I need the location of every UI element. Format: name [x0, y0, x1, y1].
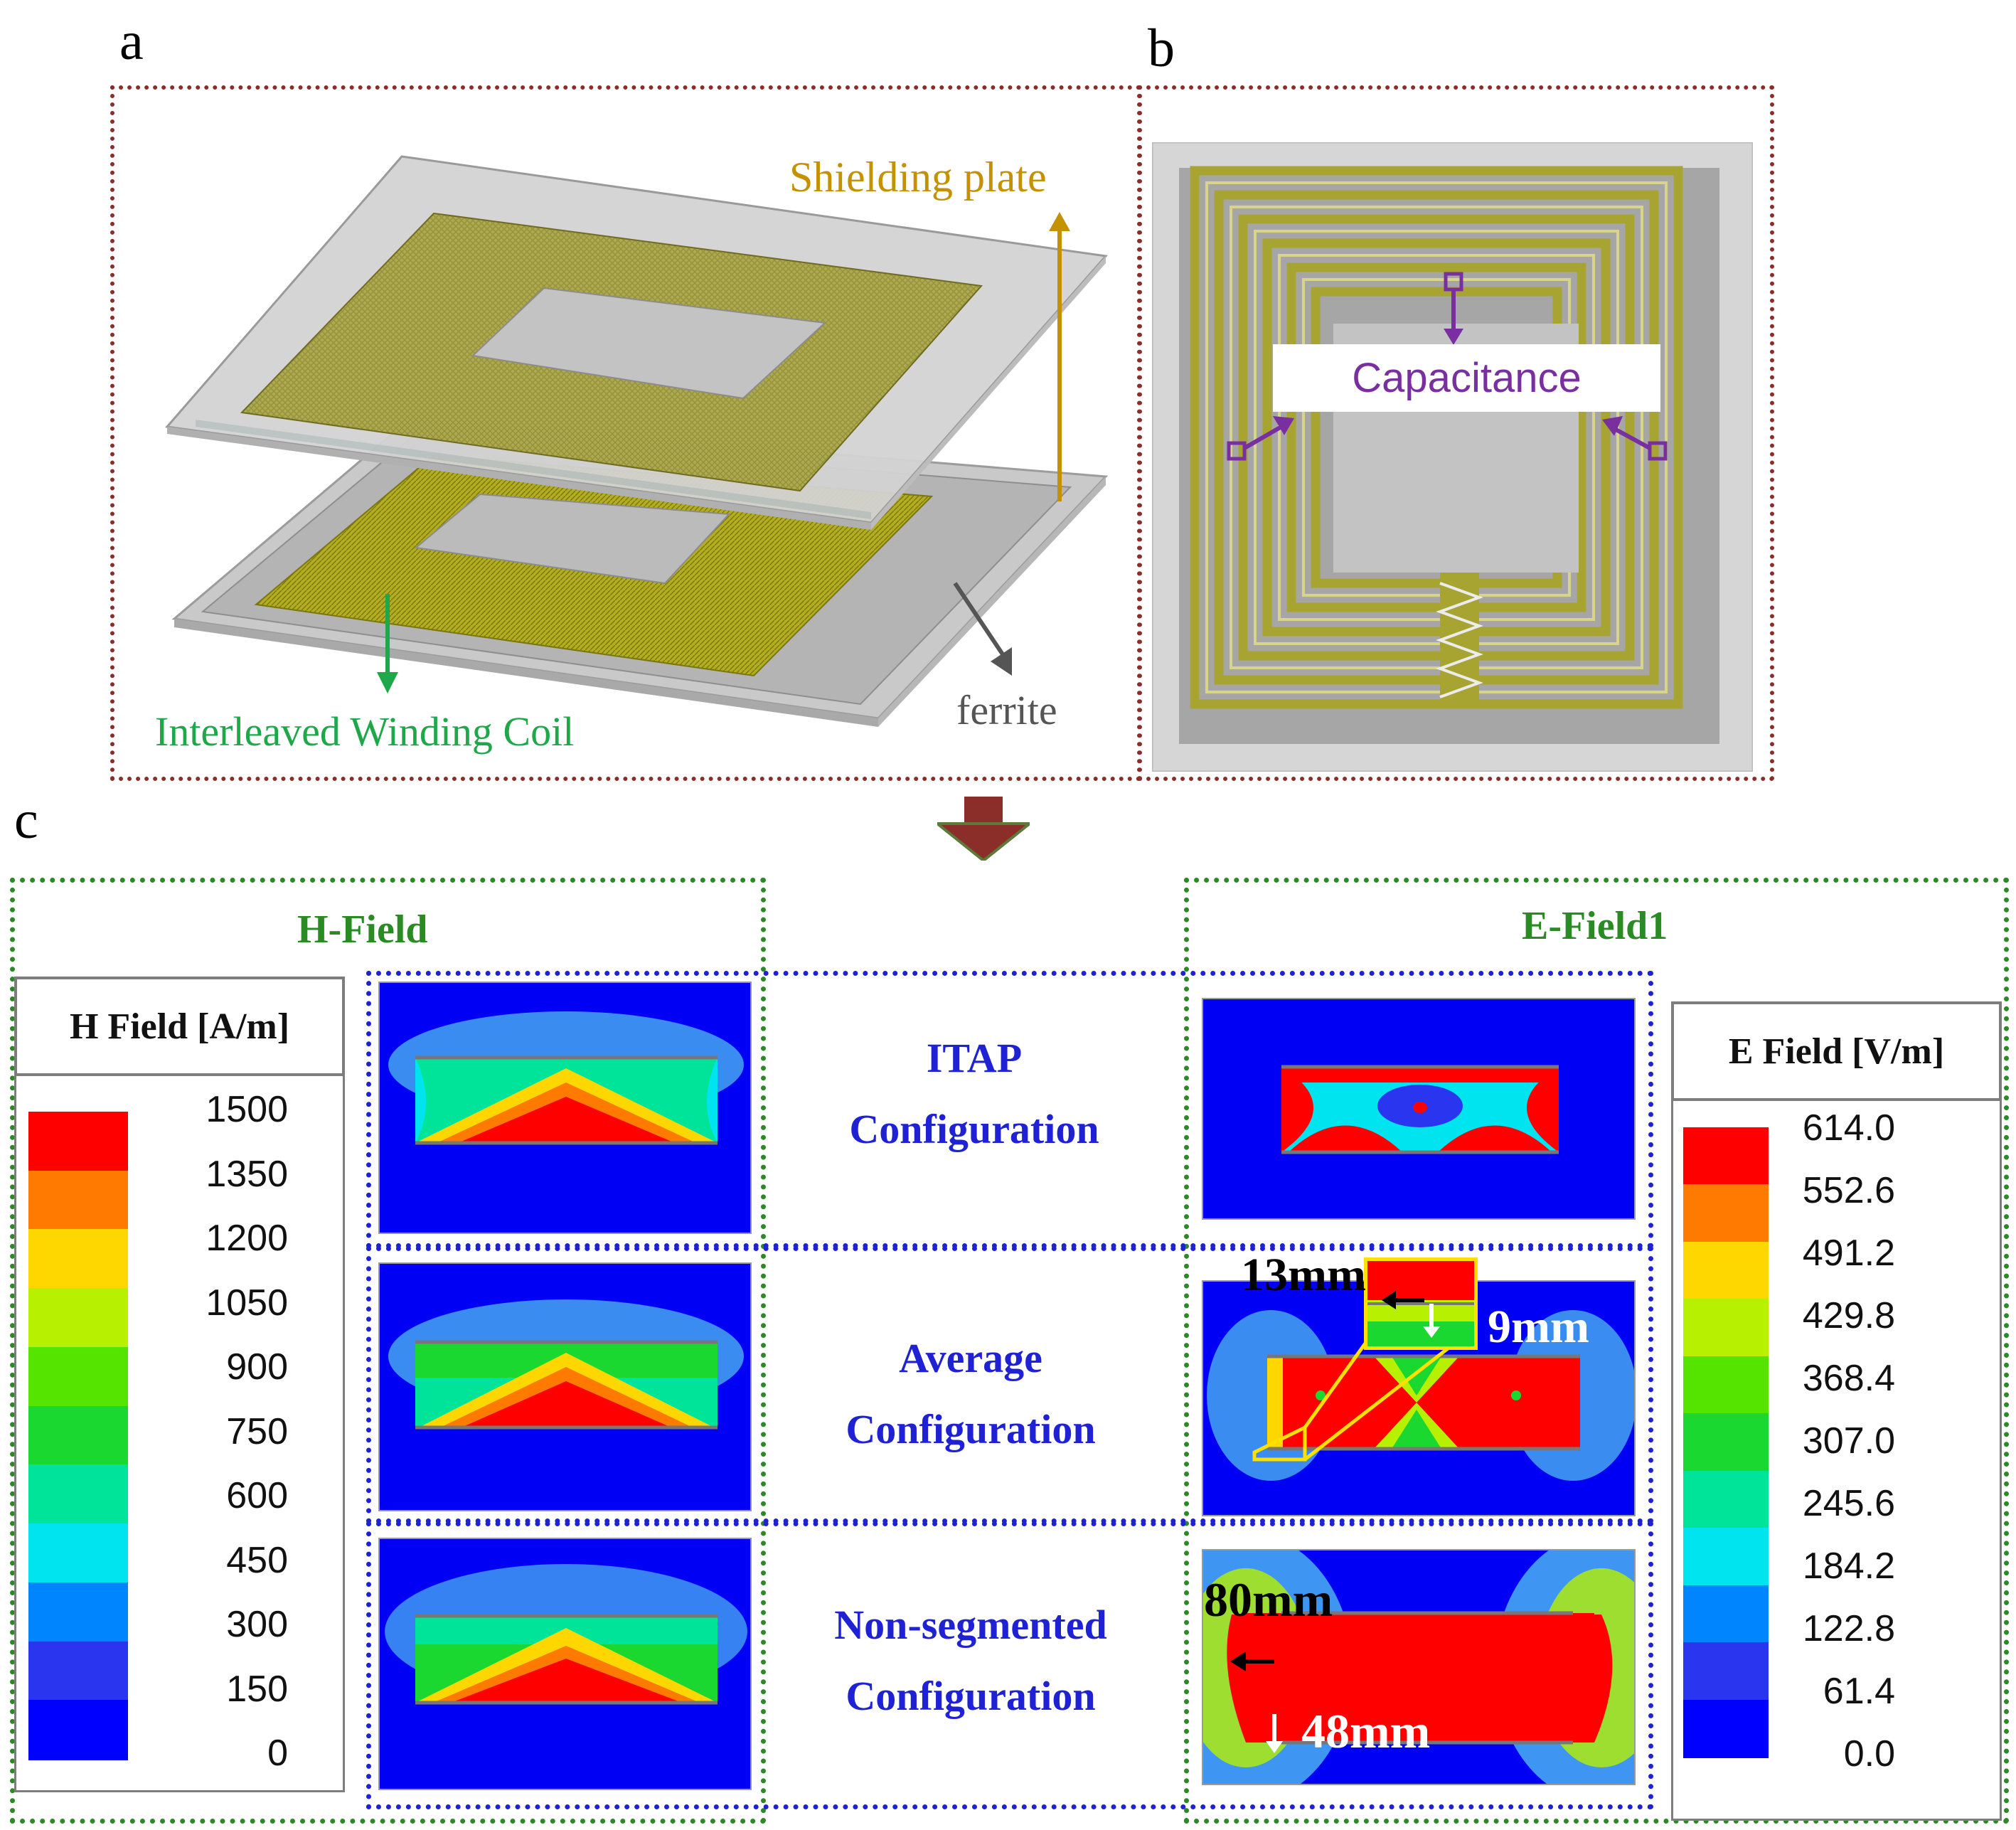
efield-tick-label: 614.0 [1802, 1107, 1895, 1149]
avg-y-dimension: 9mm [1488, 1301, 1589, 1353]
hfield-sim-nonseg [378, 1538, 752, 1790]
colorbar-segment [28, 1641, 128, 1702]
colorbar-segment [28, 1346, 128, 1408]
config-label-average: Average Configuration [772, 1323, 1170, 1465]
colorbar-segment [1683, 1241, 1769, 1301]
hfield-tick-label: 1050 [206, 1282, 288, 1324]
avg-x-dimension: 13mm [1241, 1249, 1366, 1301]
efield-tick-label: 0.0 [1843, 1733, 1895, 1775]
efield-sim-itap [1202, 998, 1636, 1220]
efield-sim-nonseg [1202, 1549, 1636, 1785]
config-row-itap [366, 971, 1653, 1248]
panel-b-frame [1138, 85, 1774, 781]
efield-tick-label: 552.6 [1802, 1170, 1895, 1211]
efield-sim-average [1202, 1280, 1636, 1516]
efield-tick-label: 368.4 [1802, 1358, 1895, 1399]
hfield-scale-title: H Field [A/m] [14, 977, 345, 1076]
efield-tick-label: 491.2 [1802, 1233, 1895, 1274]
hfield-tick-label: 1500 [206, 1089, 288, 1130]
panel-letter-b: b [1148, 18, 1175, 78]
efield-group-frame [1184, 878, 2009, 1824]
capacitance-label: Capacitance [1352, 355, 1582, 401]
colorbar-segment [1683, 1299, 1769, 1358]
colorbar-segment [28, 1112, 128, 1172]
panel-letter-c: c [14, 790, 38, 850]
hfield-tick-label: 150 [226, 1668, 288, 1710]
nonseg-x-dimension: 80mm [1204, 1573, 1333, 1627]
colorbar-segment [1683, 1356, 1769, 1415]
colorbar-segment [1683, 1642, 1769, 1701]
colorbar-segment [28, 1464, 128, 1525]
hfield-tick-label: 900 [226, 1346, 288, 1388]
colorbar-segment [28, 1405, 128, 1467]
colorbar-segment [1683, 1184, 1769, 1243]
config-average-line2: Configuration [846, 1406, 1096, 1452]
hfield-tick-label: 0 [267, 1733, 288, 1774]
hfield-group-frame [10, 878, 766, 1824]
hfield-title: H-Field [297, 908, 428, 952]
coil-3d-illustration [165, 155, 1109, 727]
config-nonseg-line2: Configuration [846, 1673, 1096, 1719]
config-label-nonseg: Non-segmented Configuration [772, 1590, 1170, 1732]
efield-tick-label: 184.2 [1802, 1546, 1895, 1587]
colorbar-segment [28, 1700, 128, 1760]
hfield-sim-average [378, 1262, 752, 1511]
hfield-tick-label: 450 [226, 1539, 288, 1581]
coil-label: Interleaved Winding Coil [155, 708, 575, 755]
colorbar-segment [28, 1170, 128, 1231]
hfield-tick-label: 300 [226, 1604, 288, 1645]
colorbar-segment [28, 1582, 128, 1643]
down-arrow-icon [937, 797, 1030, 861]
config-nonseg-line1: Non-segmented [834, 1602, 1107, 1648]
colorbar-segment [1683, 1413, 1769, 1472]
ferrite-label: ferrite [956, 687, 1057, 733]
config-row-average [366, 1246, 1653, 1523]
colorbar-segment [1683, 1470, 1769, 1529]
shielding-plate-label: Shielding plate [789, 154, 1047, 201]
hfield-colorbar [28, 1112, 128, 1760]
colorbar-segment [28, 1288, 128, 1348]
panel-letter-a: a [119, 11, 144, 71]
efield-tick-label: 307.0 [1802, 1420, 1895, 1462]
colorbar-segment [1683, 1127, 1769, 1186]
config-itap-line2: Configuration [849, 1106, 1099, 1152]
efield-tick-label: 61.4 [1823, 1671, 1895, 1712]
capacitance-label-box: Capacitance [1273, 344, 1660, 412]
config-average-line1: Average [899, 1335, 1042, 1381]
hfield-tick-label: 750 [226, 1410, 288, 1452]
efield-tick-label: 122.8 [1802, 1608, 1895, 1649]
efield-scale-title: E Field [V/m] [1671, 1001, 2002, 1101]
coil-top-view [1152, 142, 1753, 772]
hfield-tick-label: 1350 [206, 1153, 288, 1195]
colorbar-segment [28, 1523, 128, 1584]
nonseg-y-dimension: 48mm [1301, 1704, 1431, 1758]
colorbar-segment [1683, 1699, 1769, 1758]
efield-zoom-inset [1364, 1257, 1478, 1350]
config-itap-line1: ITAP [926, 1035, 1023, 1081]
efield-tick-label: 429.8 [1802, 1295, 1895, 1336]
hfield-tick-label: 1200 [206, 1218, 288, 1259]
efield-tick-label: 245.6 [1802, 1483, 1895, 1524]
config-label-itap: ITAP Configuration [775, 1023, 1173, 1165]
colorbar-segment [28, 1229, 128, 1289]
hfield-tick-label: 600 [226, 1475, 288, 1516]
hfield-sim-itap [378, 982, 752, 1234]
efield-colorbar [1683, 1127, 1769, 1758]
efield-title: E-Field1 [1522, 904, 1668, 948]
config-row-nonseg [366, 1521, 1653, 1809]
colorbar-segment [1683, 1528, 1769, 1587]
colorbar-segment [1683, 1585, 1769, 1644]
